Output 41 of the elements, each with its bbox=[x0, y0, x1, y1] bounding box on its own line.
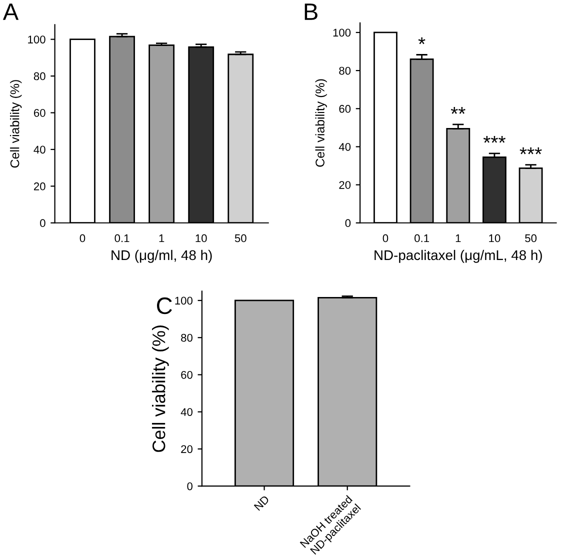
x-axis-title: ND-paclitaxel (μg/mL, 48 h) bbox=[374, 250, 542, 263]
x-tick-label: 0.1 bbox=[414, 234, 429, 242]
x-tick-label: 0.1 bbox=[114, 234, 130, 242]
x-tick-label: 10 bbox=[489, 234, 500, 242]
y-axis-title: Cell viability (%) bbox=[10, 80, 22, 168]
y-tick-label: 20 bbox=[339, 181, 351, 189]
x-tick-label: 1 bbox=[159, 234, 164, 242]
chart-title: C bbox=[156, 297, 172, 314]
x-tick-label: 10 bbox=[196, 234, 207, 242]
x-tick-label: 50 bbox=[525, 234, 537, 242]
y-tick-label: 60 bbox=[34, 109, 46, 117]
y-tick-label: 100 bbox=[28, 36, 46, 44]
x-tick-label: 50 bbox=[234, 234, 246, 242]
chart-title: B bbox=[304, 4, 318, 20]
y-tick-label: 40 bbox=[34, 146, 46, 154]
y-tick-label: 100 bbox=[333, 28, 351, 37]
y-tick-label: 20 bbox=[34, 182, 46, 190]
y-tick-label: 0 bbox=[345, 219, 351, 228]
annotation: * bbox=[418, 37, 426, 44]
annotation: *** bbox=[520, 147, 542, 154]
x-tick-label: 0 bbox=[382, 234, 388, 242]
x-tick-label: 0 bbox=[80, 234, 86, 242]
x-tick-label: ND bbox=[254, 495, 270, 511]
y-tick-label: 80 bbox=[181, 334, 192, 342]
y-axis-title: Cell viability (%) bbox=[152, 326, 169, 452]
y-tick-label: 60 bbox=[181, 370, 192, 379]
y-tick-label: 100 bbox=[175, 296, 192, 305]
y-tick-label: 60 bbox=[339, 104, 351, 113]
y-tick-label: 0 bbox=[40, 219, 46, 228]
x-axis-title: ND (μg/ml, 48 h) bbox=[112, 250, 212, 263]
x-tick-label: 1 bbox=[456, 234, 461, 242]
chart-title: A bbox=[2, 4, 19, 20]
y-tick-label: 80 bbox=[34, 72, 46, 80]
annotation: *** bbox=[483, 136, 506, 143]
y-tick-label: 40 bbox=[180, 408, 192, 416]
y-tick-label: 0 bbox=[187, 482, 192, 490]
y-axis-title: Cell viability (%) bbox=[315, 79, 327, 167]
annotation: ** bbox=[450, 107, 466, 114]
y-tick-label: 80 bbox=[339, 66, 351, 75]
y-tick-label: 20 bbox=[181, 445, 192, 454]
y-tick-label: 40 bbox=[338, 142, 351, 151]
